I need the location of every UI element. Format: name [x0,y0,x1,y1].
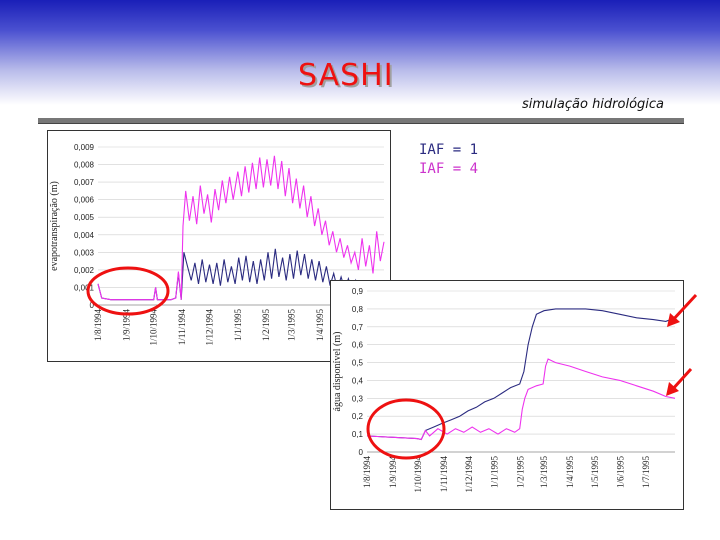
legend-entry-iaf-1: IAF = 1 [419,142,479,158]
evapotranspiration-chart-frame: 0 0,001 0,002 0,003 0,004 0,005 0,006 0,007 0,00… [47,130,391,362]
y-tick-label: 0,1 [352,430,364,439]
y-axis-label: evapotranspiração (m) [49,181,60,271]
legend-entry-iaf-4: IAF = 4 [419,161,479,177]
y-tick-label: 0,005 [74,213,95,222]
title-divider [38,118,684,124]
y-tick-label: 0,3 [352,394,364,403]
x-tick-label: 1/8/1994 [362,456,372,489]
x-tick-label: 1/9/1994 [388,456,398,489]
x-tick-label: 1/2/1995 [261,309,271,342]
x-tick-label: 1/1/1995 [490,456,500,489]
y-tick-label: 0,6 [352,341,364,350]
x-tick-label: 1/10/1994 [413,456,423,493]
legend: IAF = 1 IAF = 4 [419,141,478,179]
y-tick-label: 0,008 [74,161,95,170]
y-tick-label: 0 [359,448,364,457]
x-tick-label: 1/8/1994 [93,309,103,342]
y-tick-label: 0,9 [352,287,364,296]
x-tick-label: 1/11/1994 [177,309,187,346]
y-tick-label: 0,007 [74,178,95,187]
y-axis-label: água disponível (m) [332,332,343,412]
y-tick-label: 0,004 [74,231,95,240]
x-tick-label: 1/3/1995 [539,456,549,489]
available-water-chart: 0 0,1 0,2 0,3 0,4 0,5 0,6 0,7 0,8 0,9 1/8/1994 1/9/… [332,287,676,493]
y-tick-label: 0,4 [352,376,364,385]
y-tick-label: 0,009 [74,143,95,152]
y-tick-label: 0,003 [74,248,95,257]
y-tick-label: 0,7 [352,323,364,332]
x-tick-label: 1/1/1995 [233,309,243,342]
y-tick-label: 0,8 [352,305,364,314]
y-tick-label: 0 [90,301,95,310]
x-tick-label: 1/4/1995 [565,456,575,489]
x-tick-label: 1/2/1995 [516,456,526,489]
y-tick-label: 0,2 [352,412,364,421]
x-tick-label: 1/12/1994 [464,456,474,493]
x-tick-label: 1/5/1995 [590,456,600,489]
y-tick-label: 0,001 [74,283,95,292]
series-line-2 [366,358,676,441]
x-tick-label: 1/3/1995 [287,309,297,342]
x-tick-label: 1/7/1995 [641,456,651,489]
slide-subtitle: simulação hidrológica [522,97,665,112]
y-tick-label: 0,5 [352,359,364,368]
y-tick-label: 0,002 [74,266,95,275]
x-tick-label: 1/11/1994 [439,456,449,493]
slide-title: SASHI [298,58,394,93]
y-tick-label: 0,006 [74,196,95,205]
series-line-2 [97,155,385,301]
x-tick-label: 1/4/1995 [315,309,325,342]
x-tick-label: 1/6/1995 [616,456,626,489]
x-tick-label: 1/12/1994 [204,309,214,346]
available-water-chart-frame: 0 0,1 0,2 0,3 0,4 0,5 0,6 0,7 0,8 0,9 1/8/1994 1/9/… [330,280,684,510]
x-tick-label: 1/10/1994 [149,309,159,346]
x-tick-label: 1/9/1994 [121,309,131,342]
